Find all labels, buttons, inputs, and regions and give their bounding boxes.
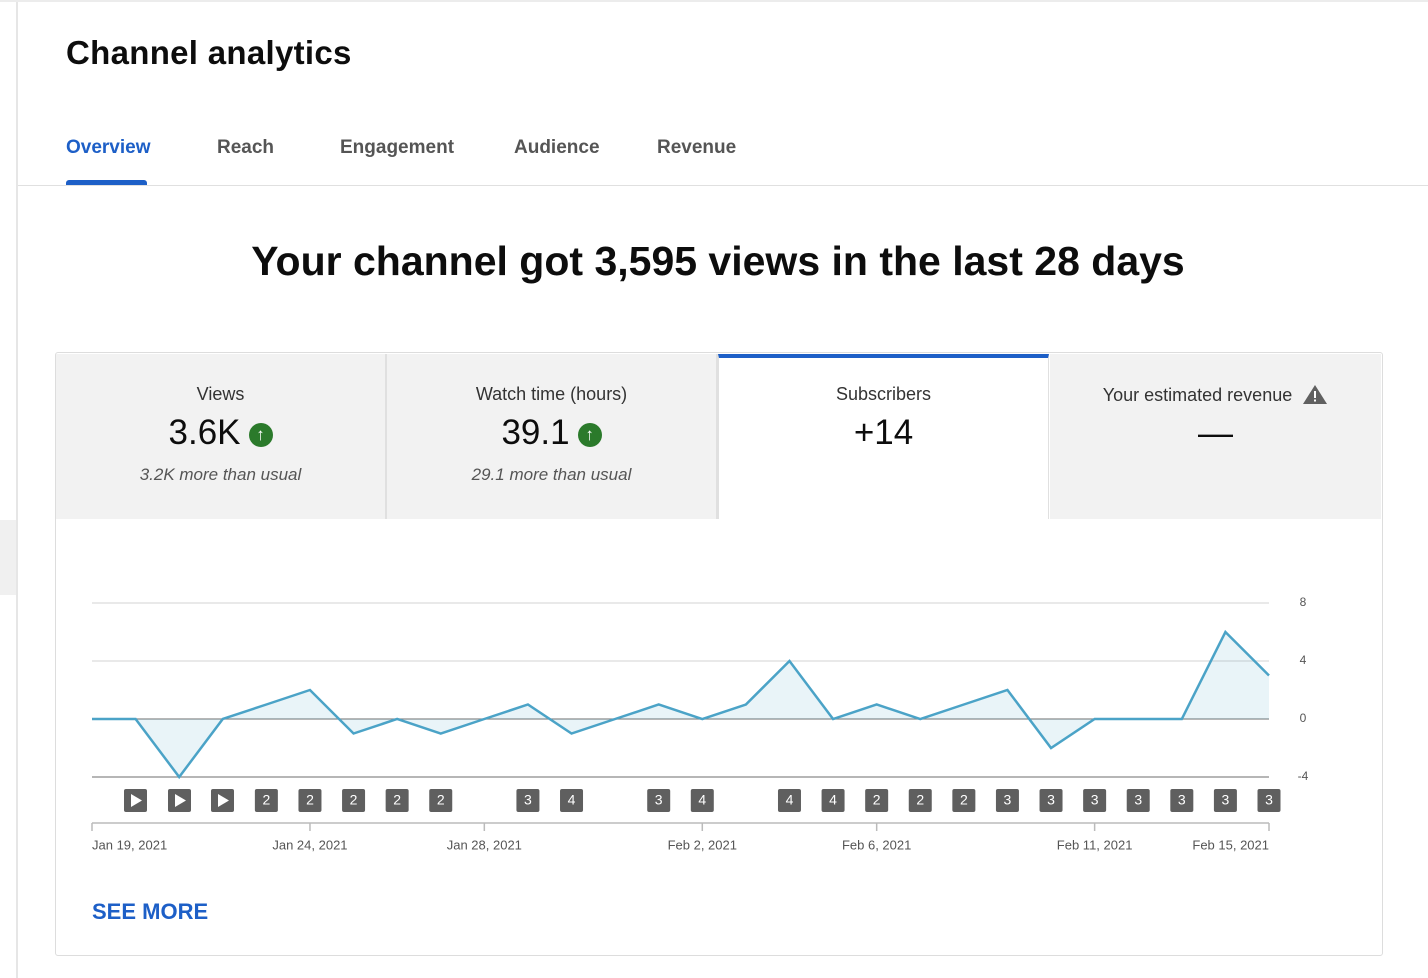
metric-label-text: Your estimated revenue bbox=[1102, 385, 1293, 405]
headline: Your channel got 3,595 views in the last… bbox=[251, 238, 1185, 284]
tab[interactable]: Audience bbox=[514, 137, 600, 158]
see-more-link[interactable]: SEE MORE bbox=[92, 899, 209, 924]
tab[interactable]: Engagement bbox=[340, 137, 455, 158]
metric-label: Your estimated revenue bbox=[1050, 384, 1381, 406]
metric-card[interactable]: Subscribers +14 bbox=[718, 354, 1049, 519]
warning-icon bbox=[1303, 385, 1328, 404]
metric-label: Views bbox=[196, 384, 245, 404]
metric-card[interactable]: Watch time (hours) 39.1 ↑ 29.1 more than … bbox=[387, 354, 718, 519]
metric-label: Subscribers bbox=[835, 384, 932, 404]
metric-card[interactable]: Views 3.6K ↑ 3.2K more than usual bbox=[56, 354, 387, 519]
metric-value-text: 3.6K bbox=[168, 413, 241, 452]
metric-value-text: 39.1 bbox=[501, 413, 570, 452]
metric-value: — bbox=[1198, 414, 1233, 453]
tab[interactable]: Revenue bbox=[657, 137, 737, 158]
top-border bbox=[0, 0, 1428, 2]
left-border bbox=[16, 0, 18, 978]
metric-value: 39.1 ↑ bbox=[387, 413, 716, 453]
page-title: Channel analytics bbox=[66, 34, 352, 71]
metric-value: 3.6K ↑ bbox=[56, 413, 385, 453]
tab-divider bbox=[18, 185, 1428, 186]
panel bbox=[55, 352, 1383, 956]
tab-indicator bbox=[66, 180, 147, 185]
metric-card[interactable]: Your estimated revenue — bbox=[1050, 354, 1381, 519]
metric-note: 29.1 more than usual bbox=[471, 465, 632, 484]
tab[interactable]: Overview bbox=[66, 137, 151, 158]
up-icon: ↑ bbox=[248, 422, 273, 447]
metric-value: +14 bbox=[853, 413, 914, 452]
side-block bbox=[0, 520, 16, 595]
metric-label: Watch time (hours) bbox=[475, 384, 628, 404]
metric-note: 3.2K more than usual bbox=[139, 465, 302, 484]
up-icon: ↑ bbox=[577, 422, 602, 447]
tab[interactable]: Reach bbox=[217, 137, 275, 158]
